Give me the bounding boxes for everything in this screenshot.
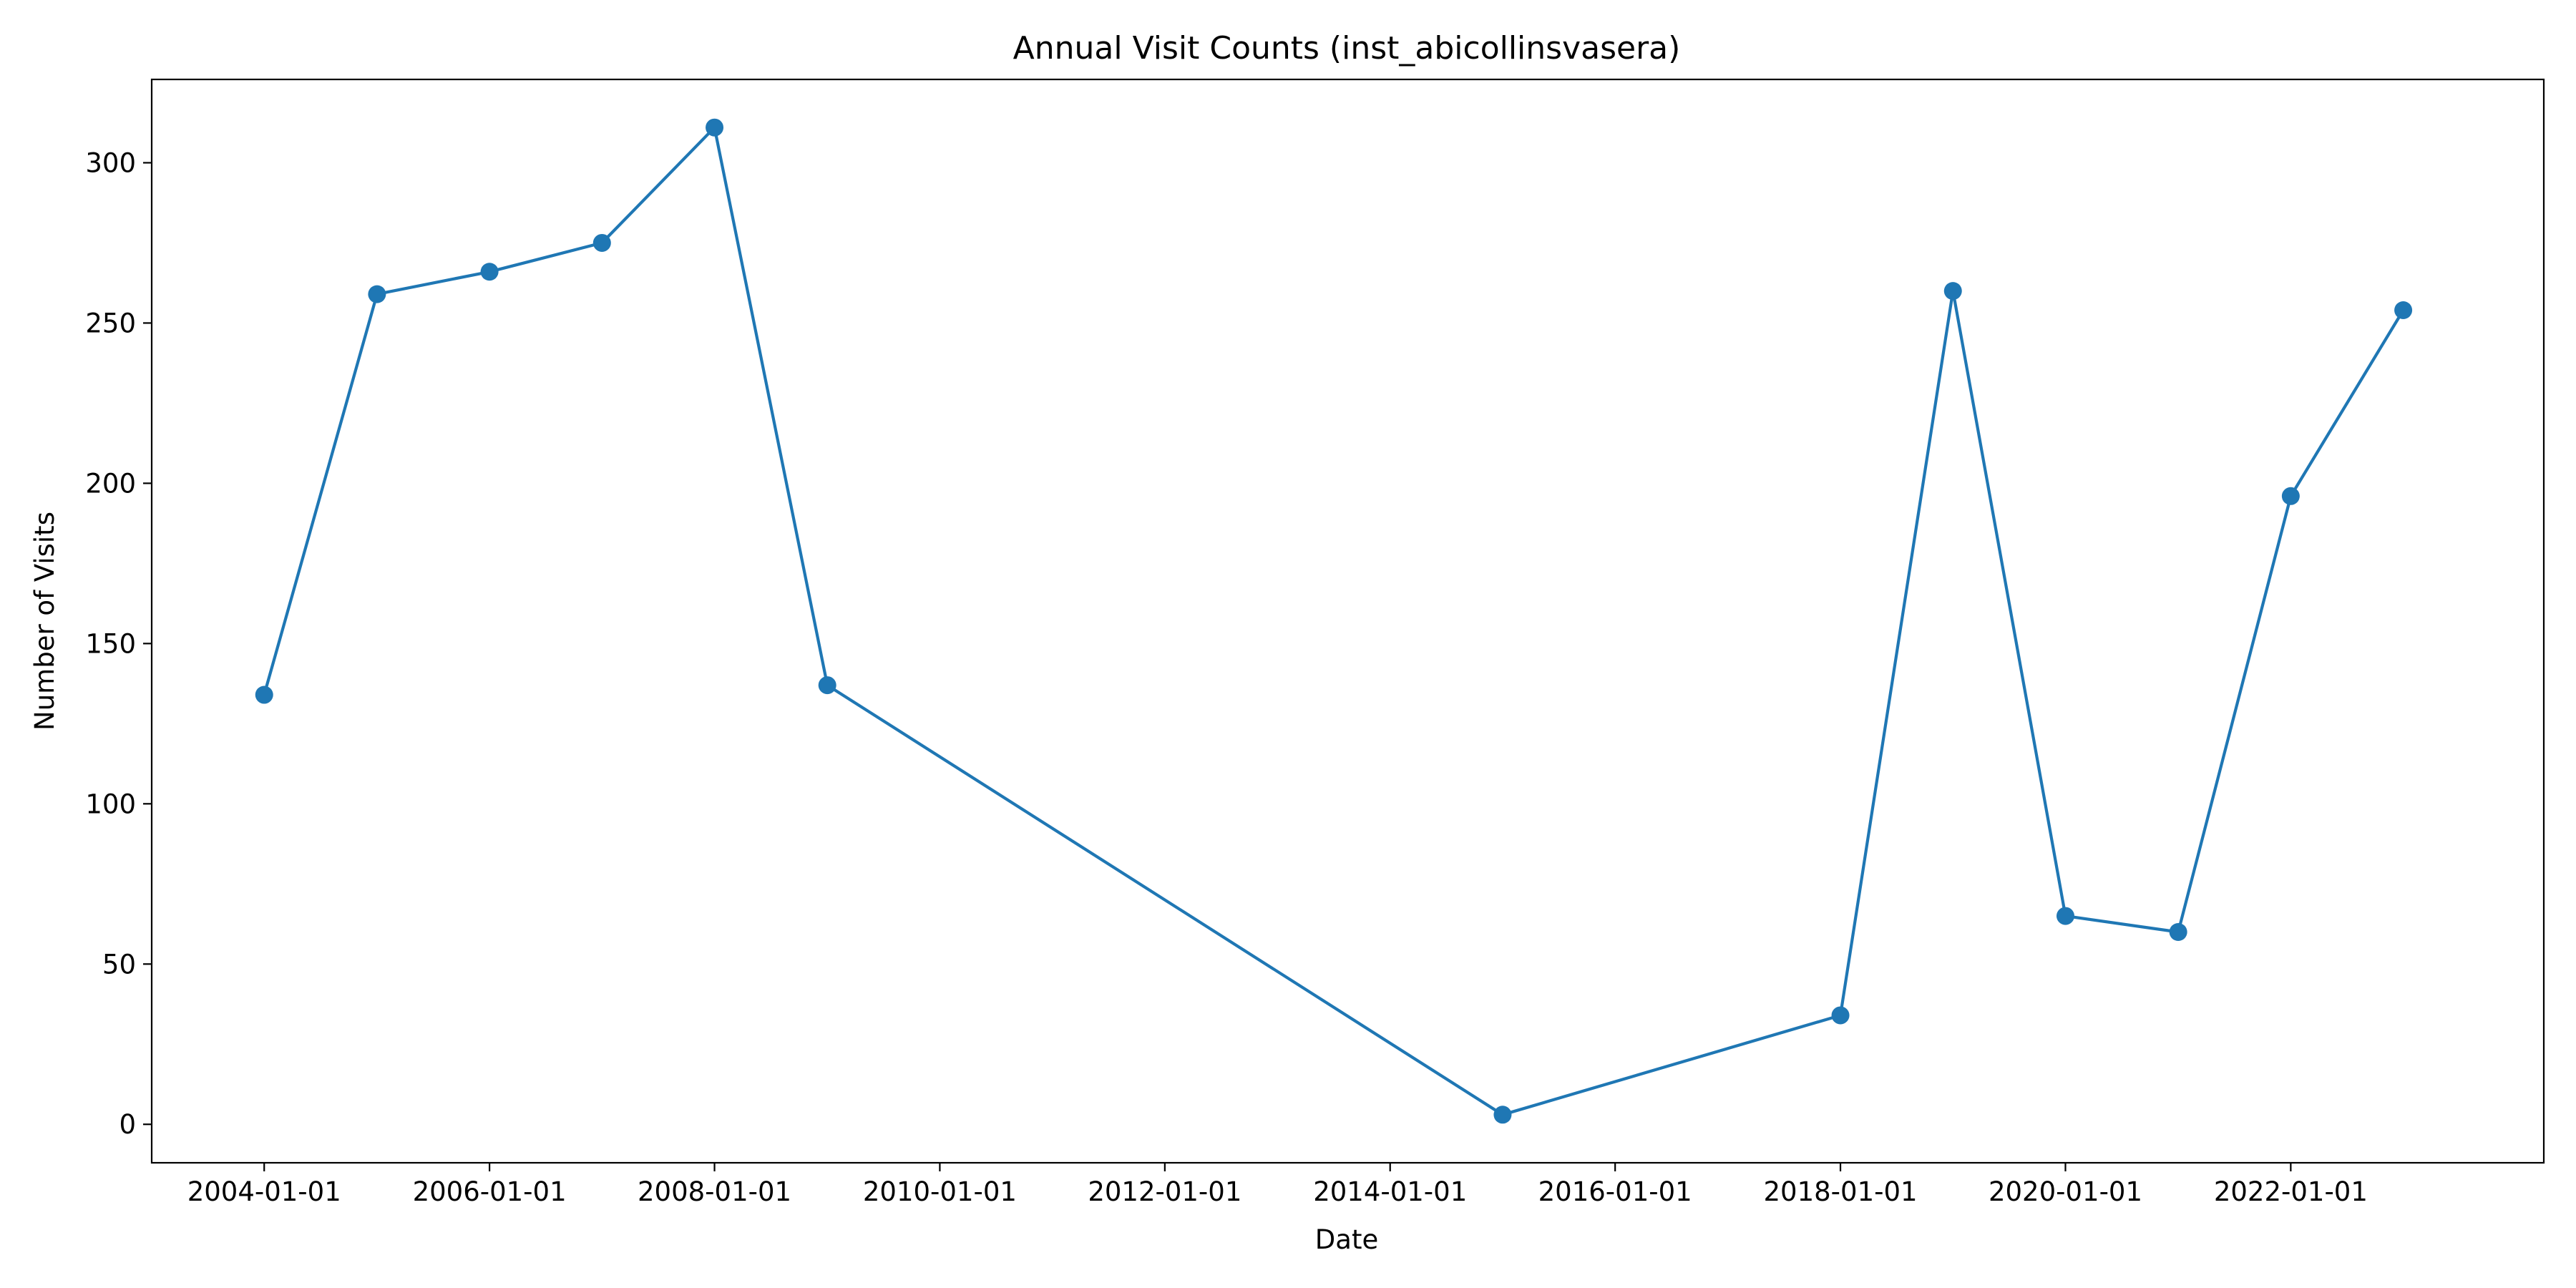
data-point — [368, 285, 386, 303]
y-axis: 0 50 100 150 200 250 300 — [85, 147, 152, 1140]
y-tick-label: 100 — [85, 789, 136, 819]
series-layer — [255, 118, 2413, 1124]
x-tick-label: 2004-01-01 — [187, 1176, 341, 1207]
x-tick-label: 2018-01-01 — [1764, 1176, 1918, 1207]
y-axis-label: Number of Visits — [29, 512, 60, 731]
x-tick-label: 2008-01-01 — [638, 1176, 791, 1207]
y-tick-label: 0 — [119, 1109, 136, 1140]
y-tick-label: 50 — [102, 949, 136, 980]
data-point — [2056, 907, 2074, 925]
data-point — [706, 118, 724, 137]
data-point — [480, 263, 499, 281]
x-tick-label: 2012-01-01 — [1088, 1176, 1241, 1207]
data-point — [2169, 922, 2187, 941]
chart-title: Annual Visit Counts (inst_abicollinsvase… — [1013, 30, 1681, 67]
data-point — [255, 686, 273, 704]
y-tick-label: 150 — [85, 628, 136, 659]
y-tick-label: 300 — [85, 147, 136, 178]
data-point — [1493, 1106, 1512, 1124]
y-tick-label: 200 — [85, 468, 136, 499]
data-point — [818, 676, 836, 695]
data-point — [592, 233, 611, 252]
x-tick-label: 2014-01-01 — [1313, 1176, 1467, 1207]
plot-area-frame — [150, 78, 2545, 1164]
x-tick-label: 2006-01-01 — [413, 1176, 567, 1207]
x-tick-label: 2020-01-01 — [1989, 1176, 2142, 1207]
x-tick-label: 2010-01-01 — [863, 1176, 1017, 1207]
data-point — [2281, 487, 2300, 505]
data-point — [1831, 1006, 1850, 1025]
x-tick-label: 2016-01-01 — [1538, 1176, 1692, 1207]
x-axis: 2004-01-01 2006-01-01 2008-01-01 2010-01-01… — [187, 1163, 2368, 1207]
data-point — [1943, 282, 1962, 301]
x-tick-label: 2022-01-01 — [2214, 1176, 2368, 1207]
x-axis-label: Date — [1315, 1224, 1378, 1255]
data-point — [2394, 301, 2413, 320]
series-line — [263, 126, 2405, 1116]
y-tick-label: 250 — [85, 308, 136, 338]
